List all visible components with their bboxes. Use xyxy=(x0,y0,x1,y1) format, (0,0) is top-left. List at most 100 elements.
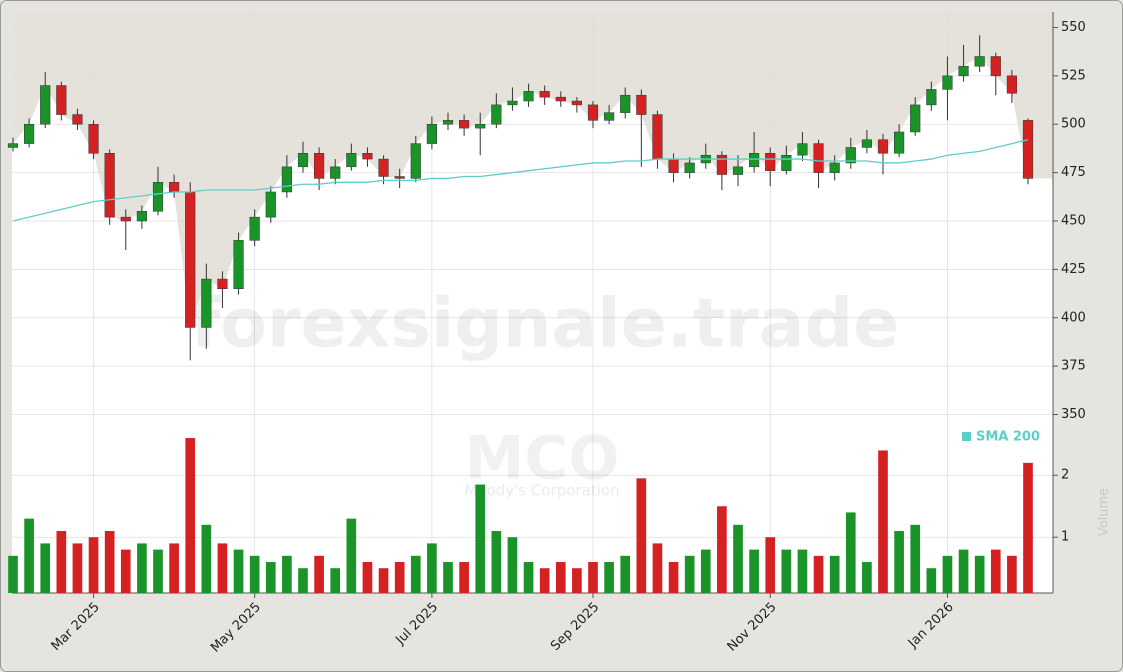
watermark: forexsignale.trade xyxy=(191,285,900,364)
candle-body xyxy=(829,162,840,173)
volume-bar xyxy=(781,549,792,593)
volume-bar xyxy=(588,562,598,593)
candle-body xyxy=(845,147,856,164)
volume-bar xyxy=(523,562,534,593)
volume-bar xyxy=(410,555,421,593)
candle-body xyxy=(394,176,405,179)
volume-bar xyxy=(620,555,631,593)
candle-body xyxy=(475,123,486,129)
y-tick-label: 375 xyxy=(1061,359,1086,374)
y-tick-label: 550 xyxy=(1061,20,1086,35)
candle-body xyxy=(491,104,502,125)
volume-bar xyxy=(265,562,276,593)
volume-bar xyxy=(797,549,808,593)
y-tick-label: 475 xyxy=(1061,165,1086,180)
volume-bar xyxy=(507,537,518,593)
candle-body xyxy=(346,153,357,168)
candle-body xyxy=(604,112,615,121)
candle-body xyxy=(813,143,824,173)
volume-bar xyxy=(137,543,147,593)
candle-body xyxy=(40,85,51,125)
candle-body xyxy=(104,153,115,218)
candle-body xyxy=(378,158,389,177)
candle-body xyxy=(1006,75,1017,94)
candle-body xyxy=(426,123,437,144)
volume-bar xyxy=(72,543,83,593)
candle-body xyxy=(56,85,67,115)
volume-bar xyxy=(717,506,727,593)
candle-body xyxy=(233,240,244,289)
volume-bar xyxy=(1023,462,1033,593)
volume-bar xyxy=(185,438,196,593)
y-tick-label: 450 xyxy=(1061,214,1086,229)
price-shade xyxy=(12,12,1053,328)
volume-bar xyxy=(346,518,357,593)
candle-body xyxy=(136,211,147,222)
candle-body xyxy=(668,158,679,173)
candle-body xyxy=(185,191,196,328)
candle-body xyxy=(539,91,550,98)
candle-body xyxy=(507,100,518,106)
volume-bar xyxy=(298,568,308,593)
candle-body xyxy=(765,153,776,171)
y-tick-label: 525 xyxy=(1061,68,1086,83)
volume-bar xyxy=(926,568,937,593)
volume-bar xyxy=(8,555,18,593)
sma-line xyxy=(12,139,1029,222)
symbol-watermark: MCO xyxy=(465,424,620,494)
volume-bar xyxy=(813,555,824,593)
candle-body xyxy=(314,153,325,179)
volume-bar xyxy=(88,537,99,593)
candle-body xyxy=(152,182,164,212)
candle-body xyxy=(974,56,985,67)
candle-body xyxy=(652,114,663,160)
candle-body xyxy=(88,123,99,154)
volume-bar xyxy=(765,537,776,593)
candle-body xyxy=(571,100,582,106)
candle-body xyxy=(459,120,470,129)
candle-body xyxy=(201,278,212,328)
candle-body xyxy=(7,143,19,148)
volume-bar xyxy=(249,555,260,593)
candle-body xyxy=(297,153,309,168)
volume-bar xyxy=(700,549,711,593)
candle-body xyxy=(120,216,131,222)
volume-bar xyxy=(829,555,840,593)
candle-body xyxy=(72,114,83,125)
volume-bar xyxy=(862,562,872,593)
candle-body xyxy=(684,162,695,173)
candle-body xyxy=(797,143,808,156)
volume-bar xyxy=(604,562,614,593)
volume-bar xyxy=(894,531,904,593)
candle-body xyxy=(732,166,744,175)
candle-body xyxy=(910,104,921,133)
volume-bar xyxy=(539,568,550,593)
volume-bar xyxy=(974,555,985,593)
volume-bar xyxy=(749,549,759,593)
volume-bar xyxy=(684,555,695,593)
candle-body xyxy=(877,139,889,154)
candle-body xyxy=(749,153,760,168)
candle-body xyxy=(523,91,534,102)
candle-body xyxy=(861,139,872,148)
volume-bar xyxy=(282,555,292,593)
candle-body xyxy=(265,191,276,218)
volume-bar xyxy=(169,543,179,593)
volume-bar xyxy=(24,518,34,593)
volume-bar xyxy=(104,531,115,593)
volume-bar xyxy=(910,524,921,593)
candle-body xyxy=(442,120,454,125)
candle-body xyxy=(926,89,937,106)
candle-body xyxy=(716,154,727,175)
candle-body xyxy=(587,104,599,121)
volume-bar xyxy=(652,543,663,593)
volume-bar xyxy=(845,512,856,593)
candle-body xyxy=(958,65,969,77)
y-tick-label: 350 xyxy=(1061,407,1086,422)
candle-body xyxy=(281,166,292,193)
volume-bar xyxy=(636,478,647,593)
volume-bar xyxy=(491,531,502,593)
volume-bar xyxy=(314,555,324,593)
volume-bar xyxy=(942,555,953,593)
